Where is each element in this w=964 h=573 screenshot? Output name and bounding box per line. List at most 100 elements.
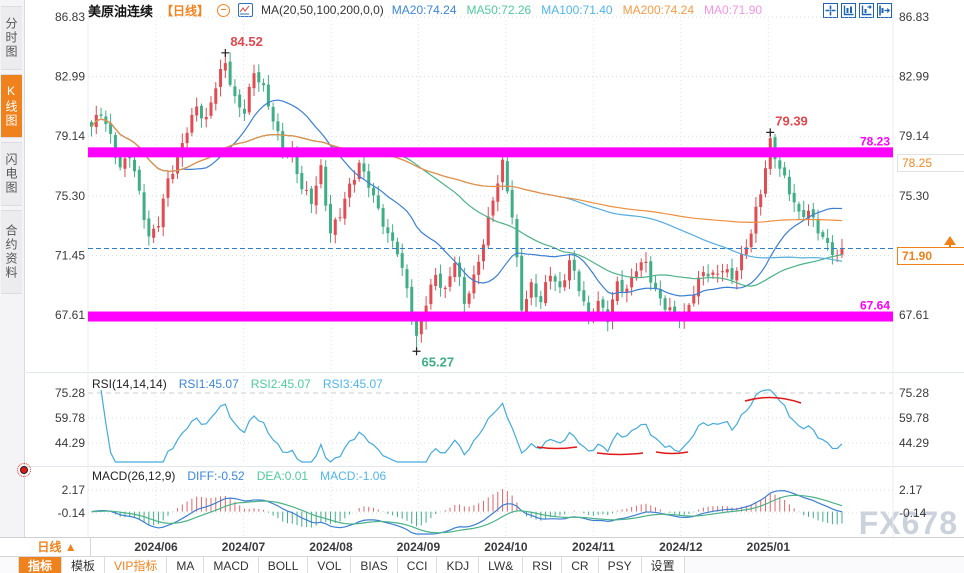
sidebar-item-2[interactable]: 闪电图	[1, 142, 22, 206]
chart-canvas[interactable]: 78.23 67.64 84.52 79.39 65.27 86.83 82.99 79.14…	[0, 0, 964, 537]
svg-text:86.83: 86.83	[55, 10, 85, 24]
ma-line-50	[91, 118, 843, 287]
svg-text:82.99: 82.99	[899, 70, 929, 84]
rsi-formula: RSI(14,14,14)	[92, 377, 167, 391]
ma-value-2: MA100:71.40	[541, 3, 613, 17]
tab-KDJ[interactable]: KDJ	[437, 557, 480, 573]
date-label-0: 2024/06	[134, 540, 178, 554]
svg-text:65.27: 65.27	[422, 354, 455, 369]
tab-CR[interactable]: CR	[562, 557, 599, 573]
rsi-value-1: RSI2:45.07	[250, 377, 311, 391]
date-label-6: 2024/12	[659, 540, 703, 554]
support-resistance-bands: 78.23 67.64	[88, 134, 893, 322]
macd-values: DIFF:-0.52 DEA:0.01 MACD:-1.06	[187, 469, 386, 483]
svg-text:-0.14: -0.14	[899, 506, 927, 520]
candle-chart-icon[interactable]	[238, 3, 254, 17]
svg-text:71.45: 71.45	[55, 248, 85, 262]
period-tag[interactable]: 【日线】	[161, 3, 210, 18]
tab-CCI[interactable]: CCI	[397, 557, 438, 573]
svg-text:75.28: 75.28	[55, 386, 85, 400]
ma-value-4: MA0:71.90	[704, 3, 763, 17]
tab-模板[interactable]: 模板	[62, 557, 106, 573]
price-up-arrow-icon	[944, 236, 956, 245]
macd-histogram	[95, 489, 843, 528]
alarm-icon[interactable]	[17, 463, 31, 477]
svg-text:82.99: 82.99	[55, 70, 85, 84]
key-point-markers: 84.52 79.39 65.27	[221, 34, 808, 369]
ma-values: MA20:74.24 MA50:72.26 MA100:71.40 MA200:74.…	[392, 3, 762, 17]
rsi-value-0: RSI1:45.07	[178, 377, 239, 391]
svg-text:67.61: 67.61	[55, 308, 85, 322]
tab-bar-spacer	[0, 557, 19, 573]
xaxis-scale-icon[interactable]	[859, 3, 874, 18]
sidebar-item-1[interactable]: K线图	[1, 74, 22, 138]
indicator-tab-bar: 指标 模板 VIP指标 MA MACD BOLL VOL BIAS CCI KDJ LW& RSI CR…	[0, 556, 964, 573]
chart-header: 美原油连续 【日线】 – MA(20,50,100,200,0,0) MA20:7…	[88, 2, 762, 19]
macd-header: MACD(26,12,9) DIFF:-0.52 DEA:0.01 MACD:-1.…	[92, 469, 386, 483]
rsi-value-2: RSI3:45.07	[322, 377, 383, 391]
macd-dea-line	[91, 494, 843, 534]
ma-value-1: MA50:72.26	[466, 3, 532, 17]
tab-MACD[interactable]: MACD	[204, 557, 259, 573]
ma-line-200	[91, 118, 842, 223]
symbol-name: 美原油连续	[88, 3, 154, 19]
last-price-box: 71.90	[897, 247, 964, 265]
left-sidebar: 分时图 K线图闪电图合约资料	[0, 0, 25, 537]
xaxis-row: 日线 ▲ 2024/06 2024/07 2024/08 2024/09 2024/10…	[0, 537, 964, 557]
tab-RSI[interactable]: RSI	[523, 557, 563, 573]
tab-VOL[interactable]: VOL	[308, 557, 352, 573]
tab-PSY[interactable]: PSY	[598, 557, 642, 573]
macd-value-2: MACD:-1.06	[320, 469, 387, 483]
tab-LW&[interactable]: LW&	[479, 557, 524, 573]
date-label-4: 2024/10	[484, 540, 528, 554]
fx678-watermark: FX678	[858, 505, 958, 541]
svg-text:59.78: 59.78	[899, 411, 929, 425]
tab-MA[interactable]: MA	[167, 557, 205, 573]
crosshair-tool-icon[interactable]	[823, 3, 838, 18]
sidebar-item-3[interactable]: 合约资料	[1, 210, 22, 294]
rsi-red-annotations	[536, 396, 802, 456]
band-label: 67.64	[860, 299, 890, 313]
date-label-7: 2025/01	[746, 540, 791, 554]
svg-text:75.30: 75.30	[899, 189, 929, 203]
rsi-header: RSI(14,14,14) RSI1:45.07 RSI2:45.07 RSI3:4…	[92, 377, 383, 391]
band-label: 78.23	[860, 134, 890, 148]
svg-text:44.29: 44.29	[55, 436, 85, 450]
period-selector[interactable]: 日线 ▲	[24, 538, 91, 557]
macd-value-1: DEA:0.01	[256, 469, 309, 483]
svg-text:59.78: 59.78	[55, 411, 85, 425]
shift-right-icon[interactable]	[877, 3, 892, 18]
svg-text:79.14: 79.14	[55, 129, 85, 143]
svg-text:2.17: 2.17	[899, 483, 923, 497]
date-label-3: 2024/09	[396, 540, 441, 554]
price-up-arrow-stem	[949, 244, 951, 248]
ma-value-0: MA20:74.24	[391, 3, 457, 17]
tab-设置[interactable]: 设置	[641, 557, 685, 573]
ma-line-20	[91, 99, 842, 297]
ma-value-3: MA200:74.24	[622, 3, 694, 17]
svg-text:79.14: 79.14	[899, 129, 929, 143]
svg-text:86.83: 86.83	[899, 10, 929, 24]
svg-text:79.39: 79.39	[775, 113, 808, 128]
ma-line-100	[91, 118, 843, 262]
svg-text:84.52: 84.52	[230, 34, 263, 49]
svg-text:67.61: 67.61	[899, 308, 929, 322]
svg-text:75.28: 75.28	[899, 386, 929, 400]
tab-BIAS[interactable]: BIAS	[351, 557, 398, 573]
candlesticks	[90, 52, 844, 352]
chart-toolbar	[823, 3, 892, 18]
macd-value-0: DIFF:-0.52	[187, 469, 245, 483]
rsi-line	[100, 389, 843, 463]
tab-指标[interactable]: 指标	[19, 557, 63, 573]
tab-BOLL[interactable]: BOLL	[258, 557, 309, 573]
collapse-icon[interactable]: –	[217, 3, 231, 17]
rsi-values: RSI1:45.07 RSI2:45.07 RSI3:45.07	[179, 377, 383, 391]
sidebar-item-0[interactable]: 分时图	[1, 6, 22, 70]
svg-text:-0.14: -0.14	[58, 506, 86, 520]
svg-text:75.30: 75.30	[55, 189, 85, 203]
macd-diff-line	[91, 490, 843, 535]
macd-formula: MACD(26,12,9)	[92, 469, 176, 483]
tab-VIP指标[interactable]: VIP指标	[105, 557, 168, 573]
svg-text:44.29: 44.29	[899, 436, 929, 450]
